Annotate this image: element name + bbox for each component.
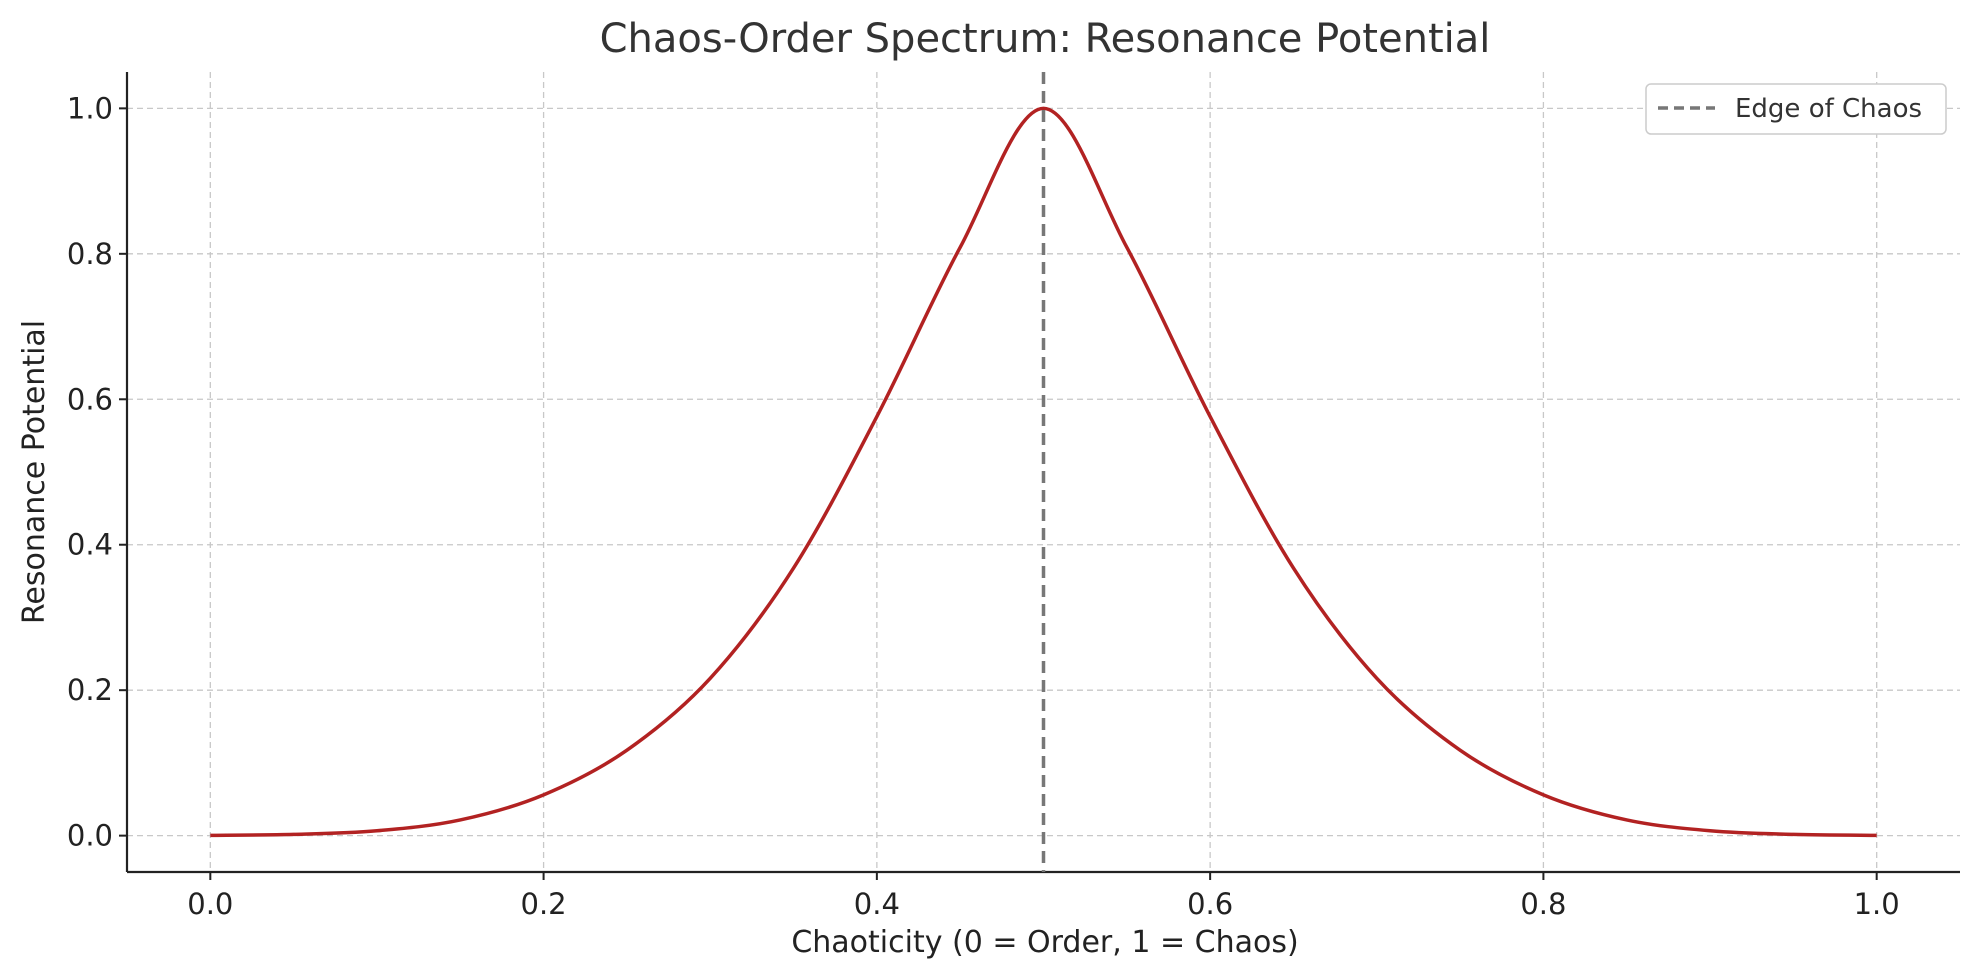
- plot-area: [210, 72, 1877, 872]
- y-tick-label-3: 0.6: [67, 382, 113, 416]
- legend: Edge of Chaos: [1645, 83, 1947, 135]
- y-tick-label-0: 0.0: [67, 819, 113, 853]
- x-tick-label-4: 0.8: [1520, 887, 1566, 921]
- grid: [127, 72, 1960, 872]
- y-tick-label-4: 0.8: [67, 237, 113, 271]
- x-tick-label-1: 0.2: [521, 887, 567, 921]
- y-tick-label-5: 1.0: [67, 91, 113, 125]
- x-tick-label-5: 1.0: [1854, 887, 1900, 921]
- tick-labels: 0.0 0.2 0.4 0.6 0.8 1.0 0.0 0.2 0.4 0.6 0.8 1.0: [67, 91, 1900, 921]
- chart-title: Chaos-Order Spectrum: Resonance Potentia…: [600, 16, 1491, 62]
- legend-box: [1645, 83, 1947, 135]
- x-tick-label-3: 0.6: [1187, 887, 1233, 921]
- x-tick-label-0: 0.0: [187, 887, 233, 921]
- y-tick-label-2: 0.4: [67, 528, 113, 562]
- y-axis-label: Resonance Potential: [17, 320, 52, 624]
- x-tick-label-2: 0.4: [854, 887, 900, 921]
- y-tick-label-1: 0.2: [67, 673, 113, 707]
- legend-label-edge-of-chaos: Edge of Chaos: [1735, 94, 1922, 124]
- series-line-0: [210, 106, 1877, 838]
- x-axis-label: Chaoticity (0 = Order, 1 = Chaos): [791, 925, 1298, 960]
